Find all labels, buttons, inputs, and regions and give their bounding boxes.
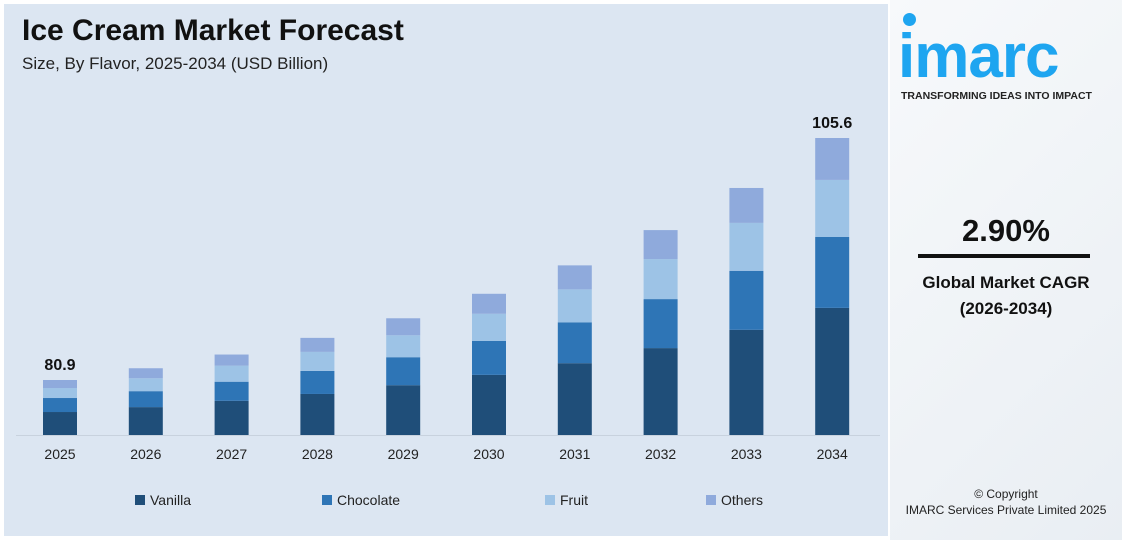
- legend-swatch: [545, 495, 555, 505]
- bar-chocolate-2027: [214, 381, 249, 401]
- bar-others-2034: [815, 138, 850, 180]
- bar-vanilla-2031: [557, 363, 592, 435]
- bar-fruit-2032: [643, 259, 678, 300]
- legend-item-others: Others: [706, 492, 763, 508]
- bar-chocolate-2032: [643, 299, 678, 349]
- bar-vanilla-2034: [815, 307, 850, 435]
- cagr-period: (2026-2034): [959, 299, 1053, 318]
- bar-others-2031: [557, 265, 592, 290]
- x-tick-label: 2025: [44, 446, 75, 462]
- bar-chocolate-2025: [43, 398, 77, 413]
- bar-fruit-2033: [729, 222, 764, 271]
- bar-chocolate-2033: [729, 270, 764, 330]
- chart-title: Ice Cream Market Forecast: [22, 14, 404, 47]
- bar-vanilla-2033: [729, 329, 764, 435]
- bar-others-2025: [43, 380, 77, 389]
- bar-others-2033: [729, 187, 764, 223]
- bar-vanilla-2030: [472, 374, 506, 435]
- bar-fruit-2029: [386, 335, 421, 358]
- data-label: 80.9: [44, 357, 75, 374]
- bar-vanilla-2027: [214, 400, 249, 435]
- x-tick-label: 2027: [216, 446, 247, 462]
- chart-panel: Ice Cream Market Forecast Size, By Flavo…: [4, 4, 888, 536]
- chart-subtitle: Size, By Flavor, 2025-2034 (USD Billion): [22, 54, 329, 73]
- legend-label: Others: [721, 492, 764, 508]
- legend-swatch: [706, 495, 716, 505]
- legend-swatch: [322, 495, 332, 505]
- x-tick-label: 2032: [645, 446, 676, 462]
- legend-label: Vanilla: [150, 492, 191, 508]
- bar-fruit-2025: [43, 388, 77, 399]
- cagr-value: 2.90%: [962, 213, 1050, 248]
- copyright: © Copyright IMARC Services Private Limit…: [890, 486, 1122, 518]
- bar-chocolate-2029: [386, 357, 421, 386]
- bar-others-2032: [643, 230, 678, 260]
- imarc-logo: imarc: [898, 22, 1059, 91]
- bar-vanilla-2032: [643, 348, 678, 435]
- legend-item-vanilla: Vanilla: [135, 492, 191, 508]
- tagline: TRANSFORMING IDEAS INTO IMPACT: [901, 90, 1092, 102]
- bar-vanilla-2028: [300, 393, 335, 435]
- bar-chocolate-2026: [128, 391, 163, 408]
- bar-vanilla-2026: [128, 407, 163, 435]
- cagr-label: Global Market CAGR (2026-2034): [890, 270, 1122, 322]
- x-tick-label: 2028: [302, 446, 333, 462]
- company-name: IMARC Services Private Limited 2025: [905, 503, 1107, 517]
- bar-fruit-2030: [472, 313, 506, 341]
- legend-item-fruit: Fruit: [545, 492, 588, 508]
- copyright-label: © Copyright: [974, 487, 1038, 501]
- cagr-divider: [918, 254, 1090, 258]
- bar-others-2026: [128, 368, 163, 379]
- logo-dot: [903, 13, 916, 26]
- bar-chocolate-2034: [815, 237, 850, 308]
- legend-swatch: [135, 495, 145, 505]
- legend-label: Fruit: [560, 492, 588, 508]
- bar-fruit-2034: [815, 179, 850, 237]
- x-tick-label: 2029: [388, 446, 419, 462]
- bar-fruit-2026: [128, 378, 163, 392]
- bar-others-2030: [472, 293, 506, 314]
- legend-item-chocolate: Chocolate: [322, 492, 400, 508]
- legend: Vanilla Chocolate Fruit Others: [4, 492, 888, 512]
- bar-others-2027: [214, 354, 249, 366]
- bar-fruit-2031: [557, 289, 592, 323]
- bar-fruit-2028: [300, 351, 335, 371]
- bar-chocolate-2028: [300, 370, 335, 394]
- x-tick-label: 2026: [130, 446, 161, 462]
- bar-others-2028: [300, 337, 335, 352]
- x-tick-label: 2030: [473, 446, 504, 462]
- bar-chocolate-2031: [557, 322, 592, 364]
- bar-vanilla-2025: [43, 412, 77, 435]
- side-panel: [890, 0, 1122, 540]
- bar-fruit-2027: [214, 365, 249, 382]
- x-tick-label: 2034: [817, 446, 848, 462]
- bar-plot: 2025 80.9 2026 2027 2028 2029 2030 2031 2032 2033…: [16, 115, 880, 462]
- cagr-label-text: Global Market CAGR: [922, 273, 1090, 292]
- bar-vanilla-2029: [386, 385, 421, 435]
- bar-chocolate-2030: [472, 340, 506, 375]
- bar-others-2029: [386, 318, 421, 336]
- x-tick-label: 2033: [731, 446, 762, 462]
- data-label: 105.6: [812, 115, 852, 132]
- x-tick-label: 2031: [559, 446, 590, 462]
- legend-label: Chocolate: [337, 492, 401, 508]
